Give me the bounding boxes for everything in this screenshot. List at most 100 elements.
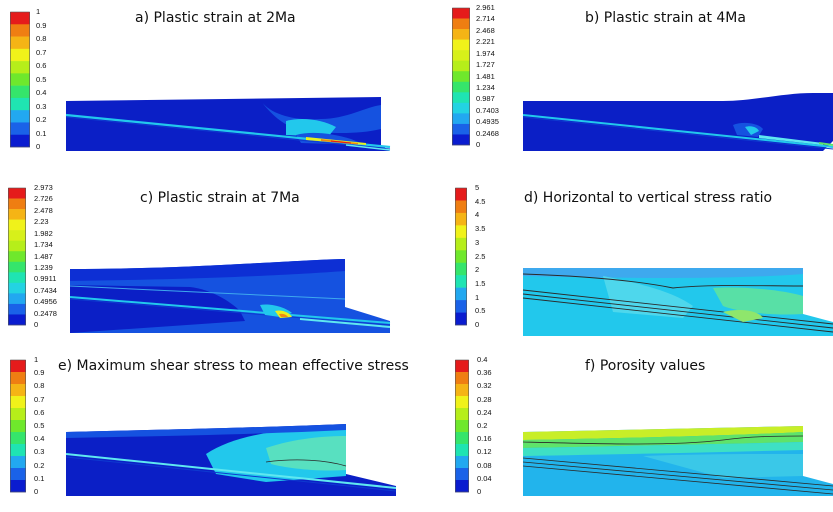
legend-c-swatch-6	[8, 251, 26, 263]
legend-d-tick-label: 3.5	[475, 224, 486, 234]
legend-e-tick-label: 0.7	[34, 394, 45, 404]
panel-e-title: e) Maximum shear stress to mean effectiv…	[58, 358, 409, 374]
legend-e-swatch-9	[10, 468, 26, 481]
legend-a-tick-label: 0.9	[36, 20, 47, 30]
legend-d-swatch-5	[455, 250, 467, 264]
legend-e-swatch-2	[10, 384, 26, 397]
section-d-green-zone	[713, 287, 803, 315]
legend-c-swatch-9	[8, 282, 26, 294]
legend-c-tick-label: 2.726	[34, 194, 53, 204]
legend-b-tick-label: 0.4935	[476, 117, 499, 127]
legend-a-tick-label: 0	[36, 142, 41, 151]
legend-a-swatch-5	[10, 73, 30, 86]
legend-b-tick-label: 1.234	[476, 82, 495, 92]
legend-f-tick-label: 0	[477, 487, 482, 496]
legend-e-tick-label: 1	[34, 355, 39, 364]
legend-f-swatch-8	[455, 456, 469, 469]
section-a-cyan-zone	[286, 119, 336, 137]
legend-f-tick-label: 0.24	[477, 407, 492, 417]
legend-d-swatch-7	[455, 275, 467, 288]
section-d-contour-3	[522, 293, 833, 329]
section-f-contour-4	[522, 465, 833, 495]
section-d-contour-1	[522, 273, 804, 289]
legend-e-tick-label: 0.2	[34, 460, 45, 470]
legend-c-tick-label: 0.4956	[34, 297, 57, 307]
legend-d-swatch-8	[455, 287, 467, 301]
legend-c-swatch-5	[8, 240, 26, 252]
legend-e-swatch-8	[10, 456, 26, 469]
legend-b-swatch-10	[452, 113, 470, 125]
legend-e-tick-label: 0.3	[34, 447, 45, 457]
section-f-top-yellow	[523, 426, 803, 440]
legend-c-tick-label: 0.9911	[34, 274, 57, 284]
legend-a-swatch-3	[10, 48, 30, 62]
legend-c-tick-label: 2.478	[34, 205, 53, 215]
legend-c-swatch-7	[8, 261, 26, 273]
legend-a-colorbar	[10, 11, 30, 148]
legend-c-frame	[8, 187, 26, 326]
legend-b-tick-label: 1.481	[476, 71, 495, 81]
legend-a-swatch-2	[10, 36, 30, 50]
panel-e: 1 0.9 0.8 0.7 0.6 0.5 0.4 0.3 0.2 0.1 0 e) Maximum…	[0, 352, 409, 512]
legend-c-tick-label: 0.2478	[34, 308, 57, 318]
legend-c-tick-label: 2.973	[34, 183, 53, 192]
legend-c-tick-label: 2.23	[34, 217, 49, 227]
legend-c-tick-label: 0	[34, 320, 39, 329]
panel-d: 5 4.5 4 3.5 3 2.5 2 1.5 1 0.5 0 d) Horizontal to v…	[450, 182, 833, 342]
legend-e-swatch-10	[10, 480, 26, 493]
legend-f-swatch-7	[455, 444, 469, 457]
section-e-fault	[65, 453, 397, 489]
legend-e-swatch-7	[10, 444, 26, 457]
section-c-deep	[70, 285, 245, 333]
legend-b-tick-label: 0	[476, 140, 481, 149]
section-e-top	[66, 424, 346, 438]
panel-a-section	[65, 97, 391, 151]
section-a-toe	[345, 144, 391, 151]
section-d-contour-4	[522, 297, 833, 333]
legend-d-swatch-1	[455, 200, 467, 214]
legend-f-swatch-4	[455, 408, 469, 421]
section-a-fault-edge	[65, 116, 391, 150]
legend-d-swatch-9	[455, 300, 467, 313]
legend-a-swatch-8	[10, 110, 30, 123]
legend-f-tick-label: 0.28	[477, 394, 492, 404]
section-f-lower	[643, 454, 803, 478]
section-f-teal-band	[523, 442, 803, 456]
legend-a-tick-label: 0.7	[36, 47, 47, 57]
legend-e-tick-label: 0.1	[34, 473, 45, 483]
legend-d-tick-label: 3	[475, 237, 480, 247]
legend-a-tick-label: 0.1	[36, 128, 47, 138]
legend-d-tick-label: 0	[475, 320, 480, 329]
legend-e-swatch-3	[10, 396, 26, 409]
legend-f-colorbar	[455, 359, 469, 493]
legend-e-swatch-4	[10, 408, 26, 421]
panel-b-title: b) Plastic strain at 4Ma	[585, 10, 746, 26]
legend-b-swatch-8	[452, 92, 470, 104]
legend-e-swatch-6	[10, 432, 26, 445]
legend-c-swatch-10	[8, 293, 26, 305]
panel-c: 2.973 2.726 2.478 2.23 1.982 1.734 1.487 1.239 0…	[0, 182, 408, 342]
section-c-fault	[69, 296, 391, 324]
section-d-light-zone	[603, 276, 693, 318]
panel-f-section	[522, 426, 833, 496]
legend-e-tick-label: 0.5	[34, 421, 45, 430]
legend-a-tick-label: 0.3	[36, 101, 47, 111]
panel-e-section	[65, 424, 397, 496]
legend-e-tick-label: 0.4	[34, 434, 45, 444]
section-f-contour-1	[522, 435, 804, 445]
legend-e-colorbar	[10, 359, 26, 493]
panel-f: 0.4 0.36 0.32 0.28 0.24 0.2 0.16 0.12 0.08 0.04 0 …	[450, 352, 833, 512]
legend-b-swatch-11	[452, 123, 470, 135]
legend-c-tick-label: 0.7434	[34, 285, 57, 295]
section-b-fault	[522, 114, 833, 148]
legend-b-swatch-12	[452, 134, 470, 146]
legend-c-swatch-0	[8, 188, 26, 199]
legend-a-swatch-7	[10, 97, 30, 111]
legend-d-tick-label: 2	[475, 265, 480, 275]
legend-e-tick-label: 0.9	[34, 368, 45, 378]
legend-d-tick-label: 1.5	[475, 278, 486, 288]
legend-d-swatch-0	[455, 188, 467, 201]
legend-f-frame	[455, 359, 469, 493]
legend-f-tick-label: 0.32	[477, 381, 492, 391]
legend-f-swatch-10	[455, 480, 469, 493]
